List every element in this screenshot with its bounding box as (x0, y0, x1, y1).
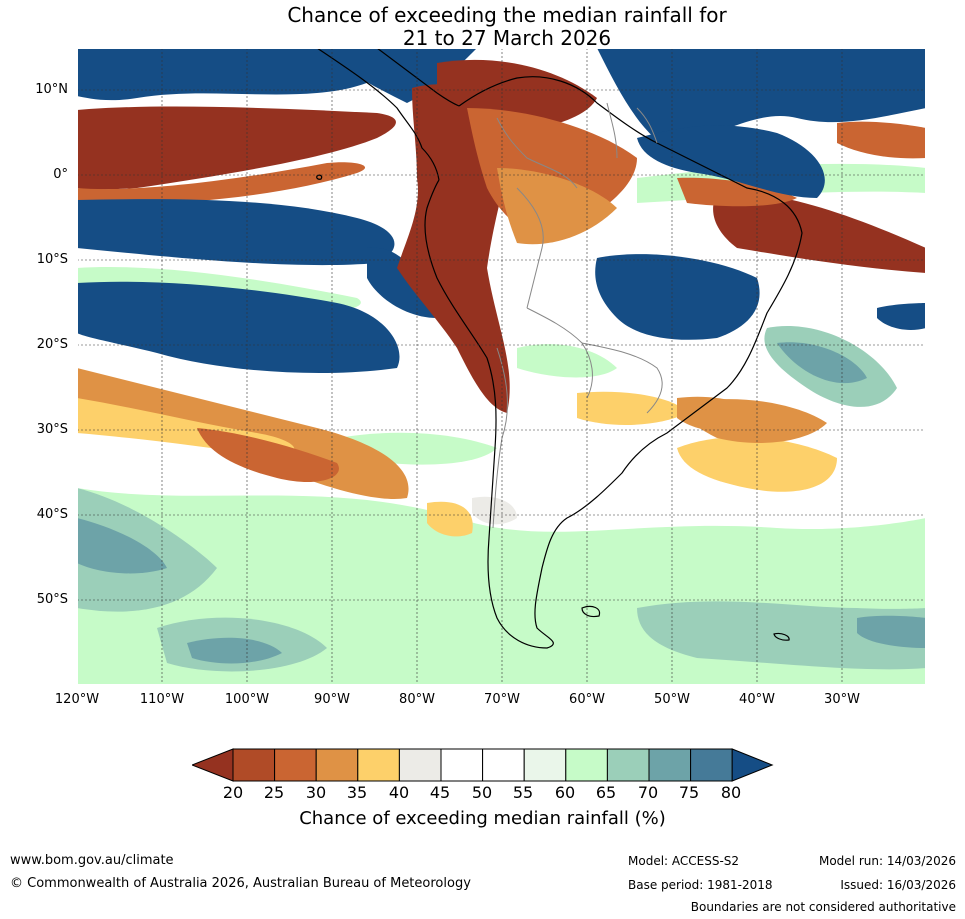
website-link[interactable]: www.bom.gov.au/climate (10, 853, 174, 869)
colorbar-tick-35: 35 (342, 783, 372, 802)
copyright-text: © Commonwealth of Australia 2026, Austra… (10, 876, 471, 892)
lat-label-0: 0° (8, 167, 68, 182)
lon-label-50w: 50°W (642, 692, 702, 707)
lon-label-70w: 70°W (472, 692, 532, 707)
boundaries-disclaimer: Boundaries are not considered authoritat… (691, 899, 956, 915)
colorbar-tick-60: 60 (550, 783, 580, 802)
colorbar-tick-65: 65 (591, 783, 621, 802)
lat-label-30s: 30°S (8, 422, 68, 437)
colorbar-tick-30: 30 (301, 783, 331, 802)
colorbar-swatch (607, 749, 649, 781)
colorbar-swatch (233, 749, 275, 781)
lon-label-100w: 100°W (217, 692, 277, 707)
lat-label-10n: 10°N (8, 82, 68, 97)
colorbar-tick-80: 80 (716, 783, 746, 802)
lat-label-40s: 40°S (8, 507, 68, 522)
lon-label-110w: 110°W (132, 692, 192, 707)
colorbar (192, 748, 774, 782)
colorbar-swatch (316, 749, 358, 781)
colorbar-swatch (441, 749, 483, 781)
colorbar-tick-50: 50 (467, 783, 497, 802)
colorbar-swatches (192, 749, 772, 781)
base-period: Base period: 1981-2018 (628, 877, 773, 893)
lon-label-90w: 90°W (302, 692, 362, 707)
lon-label-120w: 120°W (47, 692, 107, 707)
colorbar-tick-25: 25 (259, 783, 289, 802)
colorbar-swatch (399, 749, 441, 781)
lat-label-20s: 20°S (8, 337, 68, 352)
colorbar-swatch (524, 749, 566, 781)
map-svg (77, 48, 926, 685)
colorbar-tick-70: 70 (633, 783, 663, 802)
rainfall-map (77, 48, 926, 685)
issued-date: Issued: 16/03/2026 (840, 877, 956, 893)
colorbar-swatch (649, 749, 691, 781)
lon-label-80w: 80°W (387, 692, 447, 707)
colorbar-tick-45: 45 (425, 783, 455, 802)
colorbar-swatch (358, 749, 400, 781)
colorbar-label: Chance of exceeding median rainfall (%) (192, 808, 773, 829)
title-line-2: 21 to 27 March 2026 (0, 27, 965, 50)
lat-label-50s: 50°S (8, 592, 68, 607)
colorbar-swatch (566, 749, 608, 781)
colorbar-swatch (275, 749, 317, 781)
colorbar-tick-55: 55 (508, 783, 538, 802)
lon-label-40w: 40°W (727, 692, 787, 707)
lon-label-30w: 30°W (812, 692, 872, 707)
colorbar-arrow-high (732, 749, 772, 781)
lon-label-60w: 60°W (557, 692, 617, 707)
model-name: Model: ACCESS-S2 (628, 853, 739, 869)
colorbar-arrow-low (192, 749, 233, 781)
title-line-1: Chance of exceeding the median rainfall … (0, 4, 965, 27)
colorbar-tick-40: 40 (384, 783, 414, 802)
model-run-date: Model run: 14/03/2026 (819, 853, 956, 869)
colorbar-tick-75: 75 (674, 783, 704, 802)
colorbar-tick-20: 20 (218, 783, 248, 802)
colorbar-swatch (691, 749, 733, 781)
lat-label-10s: 10°S (8, 252, 68, 267)
colorbar-swatch (483, 749, 525, 781)
map-title: Chance of exceeding the median rainfall … (0, 4, 965, 50)
